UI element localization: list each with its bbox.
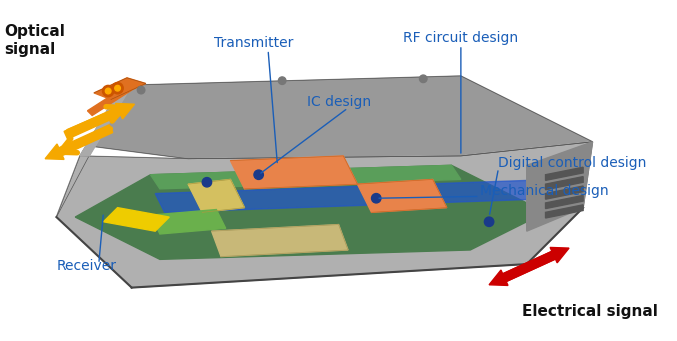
Polygon shape: [104, 208, 169, 231]
Circle shape: [484, 217, 494, 226]
Polygon shape: [94, 76, 592, 159]
Polygon shape: [546, 186, 583, 199]
Polygon shape: [94, 78, 146, 100]
Polygon shape: [64, 103, 135, 139]
Text: Mechanical design: Mechanical design: [480, 184, 609, 198]
Polygon shape: [80, 85, 132, 156]
Text: Receiver: Receiver: [56, 260, 116, 273]
Text: Electrical signal: Electrical signal: [522, 303, 658, 318]
Polygon shape: [357, 179, 447, 212]
Polygon shape: [546, 177, 583, 190]
Polygon shape: [56, 85, 123, 217]
Polygon shape: [75, 165, 546, 260]
Polygon shape: [212, 225, 348, 256]
Circle shape: [137, 86, 145, 94]
Text: Optical
signal: Optical signal: [5, 24, 66, 57]
Circle shape: [420, 75, 427, 83]
Polygon shape: [230, 156, 357, 189]
Polygon shape: [546, 205, 583, 218]
Circle shape: [254, 170, 263, 179]
Polygon shape: [489, 251, 556, 285]
Polygon shape: [502, 248, 569, 282]
Polygon shape: [87, 85, 132, 116]
Text: RF circuit design: RF circuit design: [403, 31, 519, 45]
Circle shape: [106, 88, 111, 94]
Circle shape: [202, 178, 212, 187]
Circle shape: [278, 77, 286, 85]
Polygon shape: [546, 195, 583, 209]
Polygon shape: [56, 142, 592, 287]
Circle shape: [102, 85, 114, 97]
Text: Digital control design: Digital control design: [498, 156, 647, 170]
Polygon shape: [150, 165, 461, 189]
Text: IC design: IC design: [307, 95, 371, 109]
Polygon shape: [45, 125, 113, 159]
Polygon shape: [546, 167, 583, 180]
Polygon shape: [188, 179, 244, 212]
Circle shape: [372, 194, 381, 203]
Circle shape: [112, 83, 123, 94]
Circle shape: [114, 85, 121, 91]
Polygon shape: [155, 179, 565, 212]
Polygon shape: [527, 142, 592, 231]
Text: Transmitter: Transmitter: [214, 36, 294, 50]
Polygon shape: [150, 209, 225, 234]
